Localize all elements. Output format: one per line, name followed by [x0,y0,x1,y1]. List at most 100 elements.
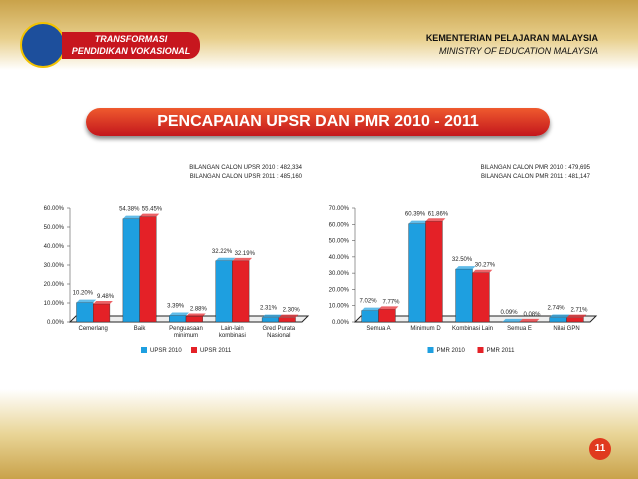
legend-label: UPSR 2011 [200,348,232,354]
ministry-name: KEMENTERIAN PELAJARAN MALAYSIA [425,33,598,43]
x-tick-label: Minimum D [410,326,441,332]
bar [549,317,567,323]
bar-top [549,314,570,318]
bar [378,309,396,323]
value-label: 60.39% [405,212,426,218]
bar-top [215,257,236,261]
bar-top [378,306,399,310]
bar [261,317,280,323]
bar-top [408,220,429,224]
logo-banner: TRANSFORMASI PENDIDIKAN VOKASIONAL [62,32,200,59]
chart-subtitle: BILANGAN CALON UPSR 2011 : 485,160 [190,174,303,180]
bar [425,221,443,323]
bar-top [139,213,160,217]
value-label: 2.71% [570,308,588,314]
bar-top [472,269,493,273]
emblem [20,22,66,68]
x-tick-label: Penguasaan minimum [169,326,203,339]
legend-swatch [427,347,434,353]
bar-top [361,307,382,311]
bar [455,268,473,323]
y-tick-label: 20.00% [329,287,350,293]
value-label: 10.20% [73,291,94,297]
bar-top [186,313,206,317]
value-label: 32.19% [235,251,256,257]
legend-label: PMR 2010 [437,348,466,354]
y-tick-label: 50.00% [329,239,350,245]
y-tick-label: 60.00% [44,206,65,212]
bar-top [502,318,523,322]
bar [361,310,379,323]
chart-subtitle: BILANGAN CALON PMR 2010 : 479,695 [481,165,591,171]
legend-swatch [191,347,197,353]
chart-subtitle: BILANGAN CALON PMR 2011 : 481,147 [481,174,591,180]
value-label: 2.88% [190,307,208,313]
bar-top [566,314,587,318]
logo-text: TRANSFORMASI [94,34,168,44]
bar-top [425,218,446,222]
bar [278,317,296,323]
logo-text: PENDIDIKAN VOKASIONAL [71,46,191,56]
y-tick-label: 40.00% [329,255,350,261]
y-tick-label: 70.00% [329,206,350,212]
value-label: 2.31% [260,306,278,312]
ministry-name-en: MINISTRY OF EDUCATION MALAYSIA [438,46,598,56]
value-label: 54.38% [119,207,140,213]
x-tick-label: Kombinasi Lain [451,326,494,332]
bar [139,216,157,323]
page-number: 11 [589,438,611,460]
legend-swatch [477,347,484,353]
x-tick-label: Lain-lain kombinasi [218,326,246,339]
y-tick-label: 60.00% [329,222,350,228]
y-tick-label: 40.00% [44,244,65,250]
bar [185,316,203,323]
value-label: 0.09% [501,310,519,316]
y-tick-label: 10.00% [44,301,65,307]
value-label: 61.86% [428,211,449,217]
bar-top [519,318,540,322]
bar [169,315,187,323]
value-label: 55.45% [142,207,163,213]
bar-top [76,299,97,303]
value-label: 0.08% [523,312,541,318]
chart-subtitle: BILANGAN CALON UPSR 2010 : 482,334 [189,165,302,171]
x-tick-label: Baik [133,326,146,332]
legend-label: PMR 2011 [487,348,516,354]
y-tick-label: 30.00% [44,263,65,269]
legend-label: UPSR 2010 [150,348,182,354]
x-tick-label: Semua E [507,326,532,332]
bar-top [262,314,282,318]
value-label: 2.74% [548,306,566,312]
x-tick-label: Gred Purata Nasional [262,326,296,339]
value-label: 3.39% [167,304,185,310]
x-tick-label: Semua A [366,326,391,332]
value-label: 7.77% [382,299,400,305]
value-label: 7.02% [360,299,378,305]
bar-top [93,300,113,304]
y-tick-label: 0.00% [47,320,65,326]
x-tick-label: Cemerlang [78,326,108,332]
value-label: 9.48% [97,294,115,300]
slide-title: PENCAPAIAN UPSR DAN PMR 2010 - 2011 [86,108,550,136]
bar [566,317,584,323]
bar-top [455,266,476,270]
y-tick-label: 0.00% [332,320,350,326]
bar [408,223,426,323]
value-label: 32.50% [452,257,473,263]
bar [122,218,140,323]
y-tick-label: 10.00% [329,304,350,310]
y-tick-label: 20.00% [44,282,65,288]
bar [215,260,233,323]
bar-top [232,257,253,261]
bar-top [122,215,143,219]
value-label: 32.22% [212,249,233,255]
bar [232,260,250,323]
bar [472,272,490,323]
y-tick-label: 50.00% [44,225,65,231]
footer-decoration [0,389,638,479]
value-label: 2.30% [283,308,301,314]
bar-top [278,314,299,318]
bar [76,302,94,323]
